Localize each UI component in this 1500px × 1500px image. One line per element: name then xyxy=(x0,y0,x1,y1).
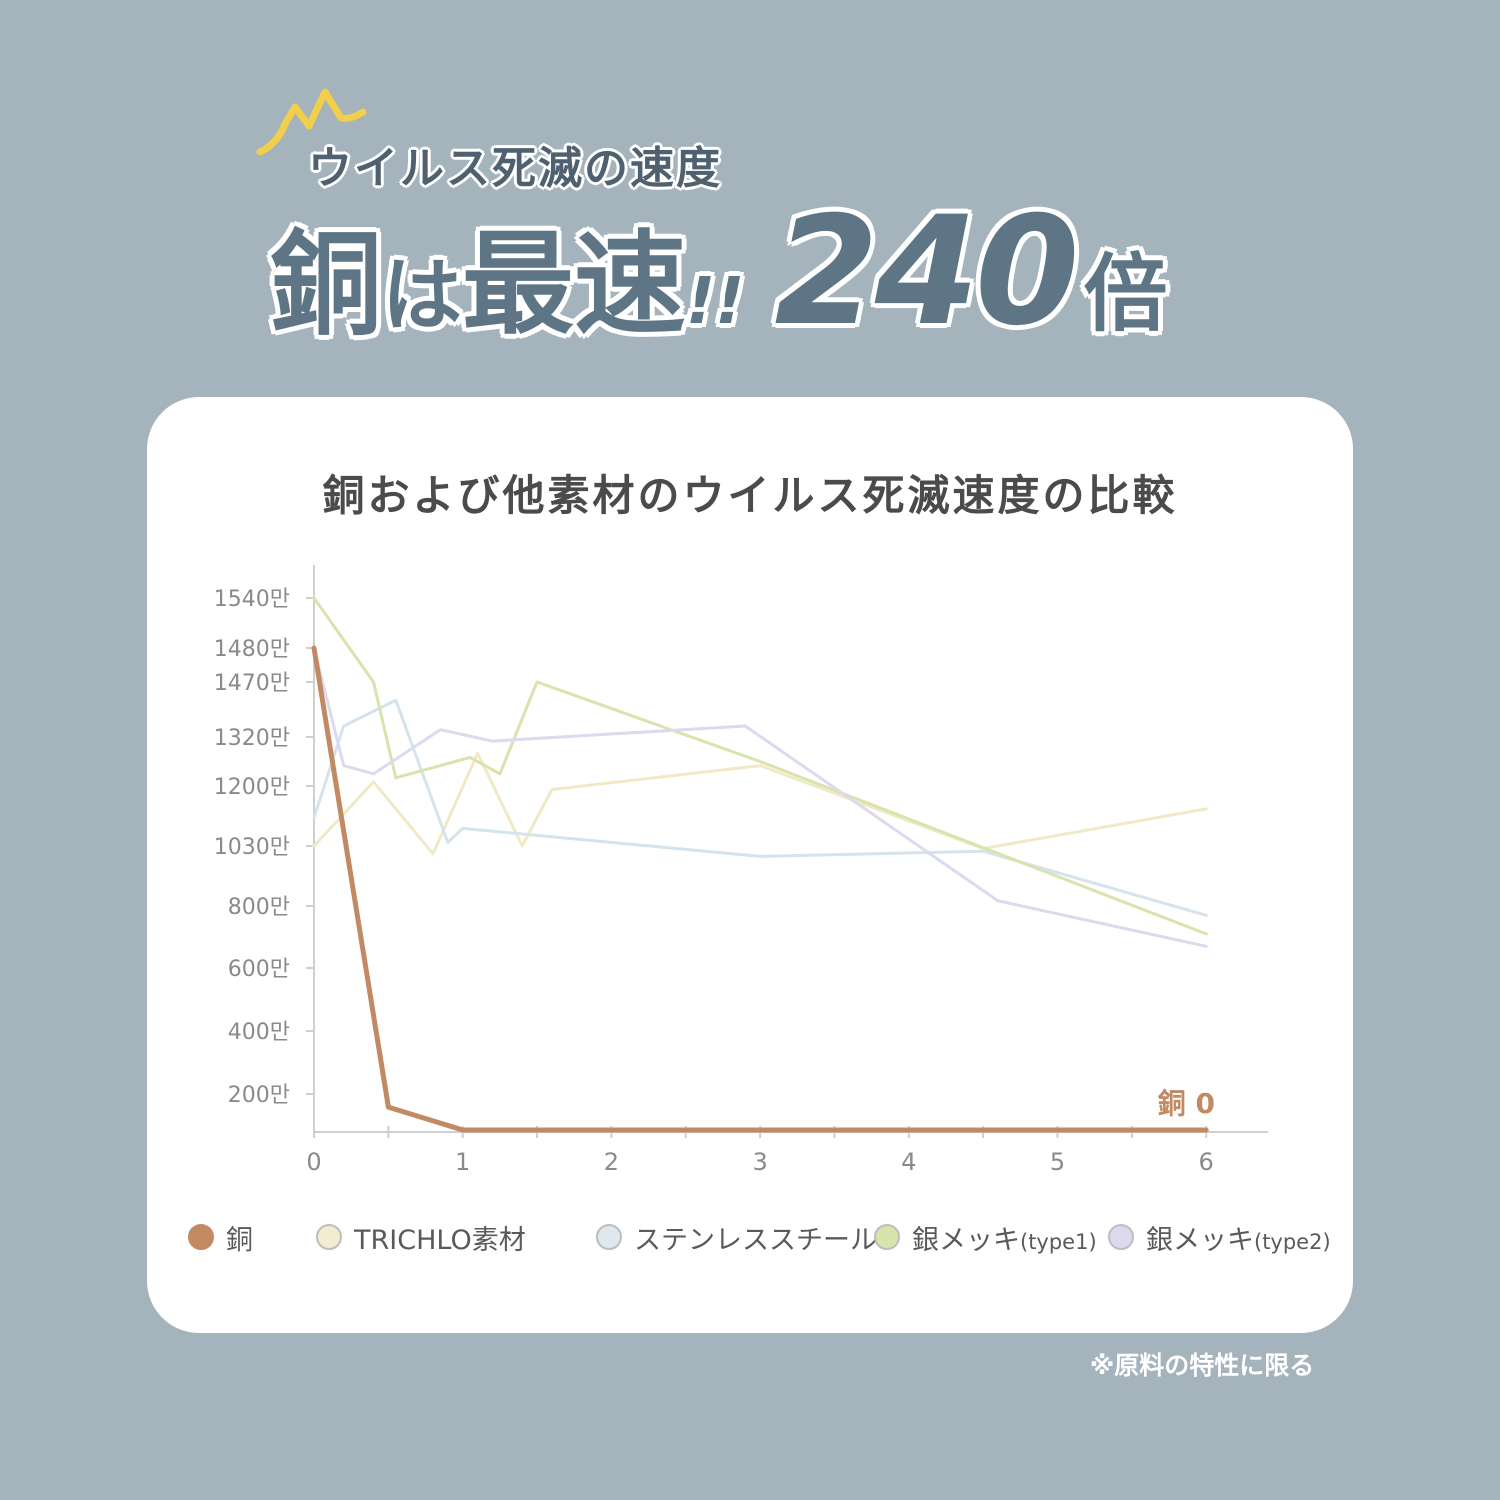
y-tick-label: 1030만 xyxy=(214,835,290,860)
chart-series xyxy=(311,596,1209,1133)
headline-particle: は xyxy=(382,249,462,342)
legend-label: TRICHLO素材 xyxy=(354,1224,526,1256)
legend-label-text: 銀メッキ xyxy=(912,1224,1020,1256)
headline-fastest: 最速 xyxy=(462,220,686,350)
series-line-4 xyxy=(312,646,1208,948)
x-tick-label: 2 xyxy=(604,1148,619,1176)
y-tick-label: 400만 xyxy=(228,1020,290,1045)
headline-subtitle: ウイルス死滅の速度 xyxy=(308,143,722,194)
legend-label-text: 銀メッキ xyxy=(1146,1224,1254,1256)
series-line-1 xyxy=(312,751,1208,856)
x-tick-label: 6 xyxy=(1199,1148,1214,1176)
footnote: ※原料の特性に限る xyxy=(1090,1351,1315,1380)
y-tick-label: 1470만 xyxy=(214,671,290,696)
legend-label-suffix: (type1) xyxy=(1020,1229,1097,1254)
y-tick-label: 600만 xyxy=(228,957,290,982)
crown-sparkle-icon xyxy=(256,88,367,156)
legend-swatch xyxy=(1108,1224,1134,1250)
legend-swatch xyxy=(188,1224,214,1250)
headline: 銅は最速!! 240倍 xyxy=(270,185,1168,359)
y-tick-label: 1540만 xyxy=(214,587,290,612)
series-line-0 xyxy=(311,645,1209,1133)
x-tick-label: 4 xyxy=(901,1148,916,1176)
legend-item-copper: 銅 xyxy=(188,1215,253,1259)
legend-label: 銀メッキ(type1) xyxy=(912,1218,1097,1257)
copper-end-label: 銅 0 xyxy=(1158,1087,1215,1120)
x-tick-label: 0 xyxy=(306,1148,321,1176)
legend-item-silver-type1: 銀メッキ(type1) xyxy=(874,1215,1097,1259)
y-tick-label: 200만 xyxy=(228,1083,290,1108)
y-tick-label: 1320만 xyxy=(214,726,290,751)
y-tick-label: 800만 xyxy=(228,895,290,920)
header: ウイルス死滅の速度 銅は最速!! 240倍 xyxy=(0,0,1500,380)
legend-swatch xyxy=(596,1224,622,1250)
legend-label: ステンレススチール xyxy=(634,1224,877,1256)
legend-item-trichlo: TRICHLO素材 xyxy=(316,1215,526,1259)
legend-item-silver-type2: 銀メッキ(type2) xyxy=(1108,1215,1331,1259)
y-tick-label: 1480만 xyxy=(214,637,290,662)
y-tick-label: 1200만 xyxy=(214,775,290,800)
legend-item-stainless: ステンレススチール xyxy=(596,1215,877,1259)
chart-axes: 1540만1480만1470만1320만1200만1030만800만600만40… xyxy=(214,565,1268,1176)
legend-label: 銅 xyxy=(226,1224,253,1256)
legend-label: 銀メッキ(type2) xyxy=(1146,1218,1331,1257)
headline-exclamation: !! xyxy=(686,265,745,339)
chart-title: 銅および他素材のウイルス死滅速度の比較 xyxy=(322,471,1178,520)
headline-number: 240 xyxy=(774,185,1079,359)
series-line-2 xyxy=(312,698,1208,917)
legend-swatch xyxy=(874,1224,900,1250)
x-tick-label: 1 xyxy=(455,1148,470,1176)
headline-unit: 倍 xyxy=(1083,245,1168,343)
x-tick-label: 5 xyxy=(1050,1148,1065,1176)
legend-swatch xyxy=(316,1224,342,1250)
series-line-3 xyxy=(312,596,1208,936)
headline-copper: 銅 xyxy=(270,220,382,350)
legend-label-suffix: (type2) xyxy=(1254,1229,1331,1254)
x-tick-label: 3 xyxy=(752,1148,767,1176)
